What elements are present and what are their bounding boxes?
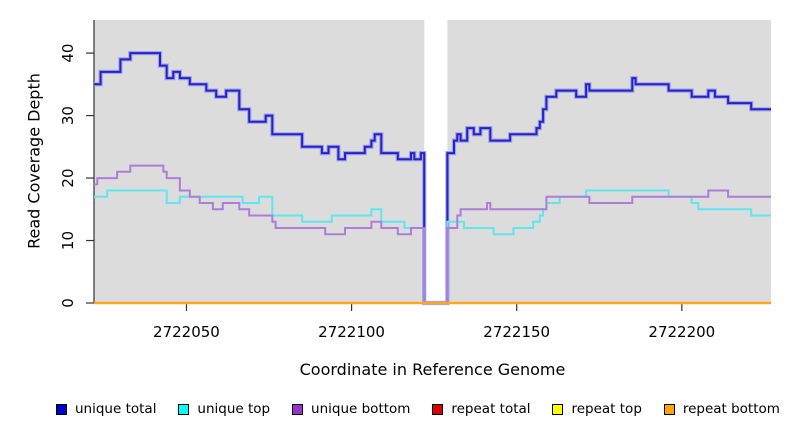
legend-item-unique-total: unique total [56,401,156,417]
unique-top-swatch-icon [178,403,190,415]
legend-label: unique top [197,401,271,417]
x-tick-label: 2722150 [483,323,550,341]
unique-total-swatch-icon [56,403,67,415]
legend-item-unique-bottom: unique bottom [292,401,410,417]
repeat-total-swatch-icon [432,403,444,415]
y-axis-label: Read Coverage Depth [24,73,44,249]
legend-item-repeat-total: repeat total [432,401,531,417]
legend-label: repeat bottom [682,401,780,417]
legend-label: repeat total [451,401,531,417]
y-tick-label: 10 [59,231,77,250]
series-line-unique-bottom [94,164,771,304]
legend-label: unique bottom [311,401,411,417]
y-tick-label: 30 [59,106,77,125]
zero-coverage-gap [424,20,448,303]
x-tick-label: 2722050 [153,323,220,341]
legend-item-repeat-top: repeat top [552,401,642,417]
legend: unique total unique top unique bottom re… [0,396,792,422]
repeat-bottom-swatch-icon [663,403,675,415]
legend-item-repeat-bottom: repeat bottom [663,401,780,417]
x-tick-label: 2722200 [648,323,715,341]
legend-item-unique-top: unique top [178,401,270,417]
y-tick-label: 0 [59,298,77,308]
repeat-top-swatch-icon [552,403,564,415]
series-line-unique-total [94,52,771,304]
x-tick-label: 2722100 [318,323,385,341]
legend-label: repeat top [571,401,642,417]
legend-label: unique total [75,401,157,417]
y-tick-label: 40 [59,44,77,63]
coverage-plot-svg: 0 10 20 30 40 2722050 2722100 2722150 2722200 [59,20,771,341]
unique-bottom-swatch-icon [292,403,304,415]
series-line-unique-top [94,189,771,304]
y-tick-label: 20 [59,169,77,188]
x-axis-label: Coordinate in Reference Genome [299,360,566,379]
